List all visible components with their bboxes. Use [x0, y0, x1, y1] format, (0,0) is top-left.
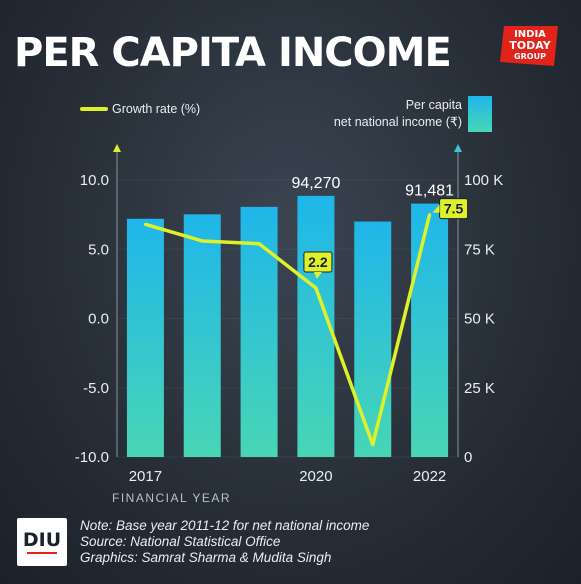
- bar-value-label: 94,270: [291, 175, 340, 192]
- left-tick-label: 10.0: [80, 172, 109, 189]
- legend-line-swatch: [80, 107, 108, 111]
- bar-2017: [126, 218, 164, 457]
- left-axis-arrow-icon: [113, 144, 121, 152]
- bar-2022: [411, 203, 449, 457]
- logo-line-2: TODAY: [509, 39, 551, 52]
- diu-logo: DIU: [17, 518, 67, 566]
- legend-income-label-line1: Per capita: [405, 98, 462, 112]
- bar-2021: [354, 221, 392, 457]
- bar-value-label: 91,481: [405, 183, 454, 200]
- x-tick-label: 2020: [299, 468, 332, 485]
- right-axis-arrow-icon: [454, 144, 462, 152]
- logo-background: [500, 26, 558, 66]
- growth-label-text: 2.2: [308, 254, 328, 270]
- growth-rate-point: [371, 443, 375, 447]
- diu-logo-text: DIU: [23, 529, 61, 551]
- left-tick-label: -5.0: [83, 380, 109, 397]
- growth-rate-point: [428, 213, 432, 217]
- growth-rate-line: [144, 214, 432, 447]
- logo-line-1: INDIA: [514, 29, 546, 40]
- growth-label-pointer: [432, 204, 440, 213]
- footer-notes: Note: Base year 2011-12 for net national…: [80, 518, 369, 566]
- legend-income-label-line2: net national income (₹): [333, 115, 462, 129]
- x-tick-label: 2017: [129, 468, 162, 485]
- right-tick-label: 50 K: [464, 311, 495, 328]
- logo-line-3: GROUP: [514, 52, 546, 61]
- growth-rate-point: [257, 242, 261, 246]
- diu-logo-underline: [27, 552, 57, 554]
- left-tick-label: -10.0: [75, 449, 109, 466]
- legend-bar-swatch: [468, 96, 492, 132]
- right-tick-label: 75 K: [464, 241, 495, 258]
- chart-title: PER CAPITA INCOME: [14, 30, 452, 76]
- growth-label-text: 7.5: [444, 201, 464, 217]
- footer-graphics: Graphics: Samrat Sharma & Mudita Singh: [80, 550, 332, 565]
- right-tick-label: 0: [464, 449, 472, 466]
- bar-2019: [240, 206, 278, 457]
- x-axis-title: FINANCIAL YEAR: [112, 491, 231, 505]
- legend-growth-rate-label: Growth rate (%): [112, 102, 201, 116]
- legend-growth-rate: Growth rate (%): [80, 102, 200, 116]
- left-tick-label: 0.0: [88, 311, 109, 328]
- footer-source: Source: National Statistical Office: [80, 534, 281, 549]
- bar-2018: [183, 214, 221, 457]
- growth-label-pointer: [313, 272, 322, 280]
- india-today-group-logo: INDIA TODAY GROUP: [500, 26, 558, 66]
- growth-rate-point: [200, 239, 204, 243]
- legend-income: Per capita net national income (₹): [302, 97, 462, 131]
- growth-rate-point: [143, 222, 147, 226]
- left-tick-label: 5.0: [88, 241, 109, 258]
- x-tick-label: 2022: [413, 468, 446, 485]
- right-tick-label: 25 K: [464, 380, 495, 397]
- right-tick-label: 100 K: [464, 172, 503, 189]
- growth-rate-point: [314, 286, 318, 290]
- footer-note: Note: Base year 2011-12 for net national…: [80, 518, 370, 533]
